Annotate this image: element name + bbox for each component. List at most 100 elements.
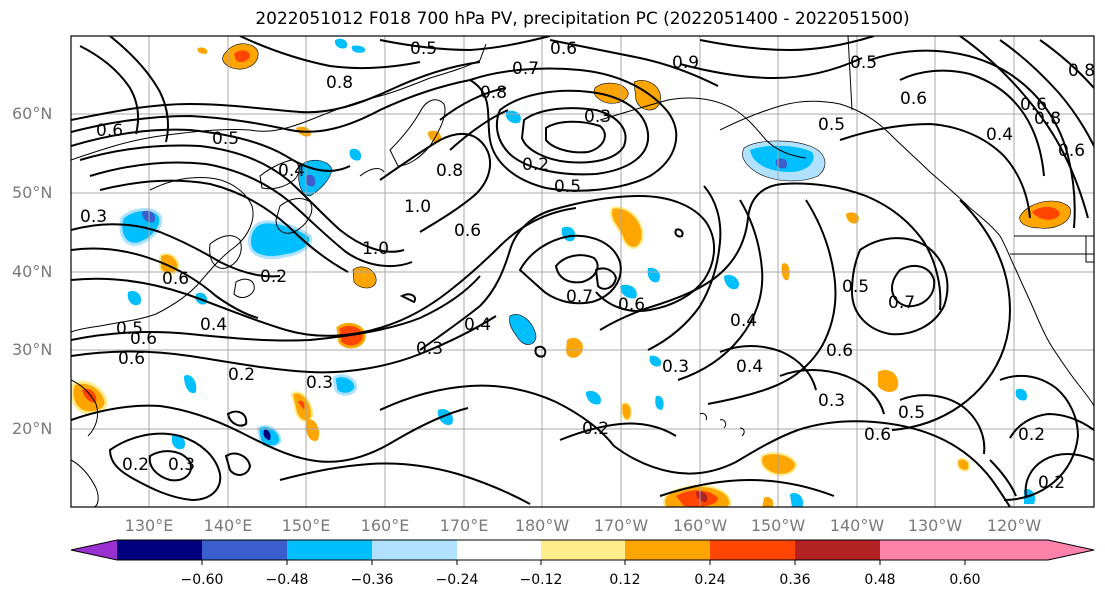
lon-label: 160°W (672, 516, 728, 535)
contour-label: 0.4 (736, 357, 763, 377)
colorbar-tick-label: 0.60 (949, 572, 981, 588)
contour-label: 0.3 (584, 107, 611, 127)
contour-label: 0.4 (278, 161, 305, 181)
contour-label: 0.4 (464, 315, 491, 335)
contour-label: 0.4 (200, 315, 227, 335)
lat-label-30n: 30°N (12, 340, 53, 359)
colorbar-tick-label: −0.12 (519, 572, 563, 588)
contour-label: 0.8 (480, 83, 507, 103)
colorbar-segment (880, 540, 965, 560)
contour-label: 0.2 (1018, 425, 1045, 445)
colorbar-ticks (201, 560, 966, 565)
contour-label: 0.8 (326, 73, 353, 93)
colorbar-segment (795, 540, 880, 560)
colorbar-tick-label: −0.24 (435, 572, 479, 588)
contour-label: 0.6 (130, 329, 157, 349)
contour-label: 0.6 (618, 295, 645, 315)
contour-label: 0.6 (900, 89, 927, 109)
colorbar-tick-label: 0.48 (864, 572, 896, 588)
contour-label: 0.3 (662, 357, 689, 377)
contour-label: 0.2 (582, 419, 609, 439)
colorbar-segment (457, 540, 541, 560)
colorbar-tick-label: 0.24 (694, 572, 726, 588)
lon-label: 150°W (750, 516, 806, 535)
contour-label: 0.3 (818, 391, 845, 411)
colorbar-tick-label: −0.36 (350, 572, 394, 588)
colorbar-outline (70, 539, 1095, 561)
contour-label: 0.4 (730, 311, 757, 331)
lon-label: 180°W (514, 516, 570, 535)
colorbar-segment (287, 540, 372, 560)
contour-label: 0.8 (436, 161, 463, 181)
lon-label: 170°W (593, 516, 649, 535)
contour-label: 0.5 (212, 129, 239, 149)
colorbar-segment (710, 540, 795, 560)
colorbar-extend-max (965, 540, 1094, 560)
precip-shading (71, 38, 1071, 507)
contour-label: 0.3 (168, 455, 195, 475)
pv-contours (71, 36, 1094, 507)
lon-label: 170°E (439, 516, 489, 535)
contour-label: 0.5 (898, 403, 925, 423)
map-title: 2022051012 F018 700 hPa PV, precipitatio… (255, 9, 910, 29)
contour-label: 0.6 (96, 121, 123, 141)
lon-label: 130°W (907, 516, 963, 535)
colorbar-tick-label: −0.48 (265, 572, 309, 588)
contour-label: 0.6 (864, 425, 891, 445)
lon-label: 120°W (986, 516, 1042, 535)
lon-label: 140°W (829, 516, 885, 535)
contour-label: 0.6 (454, 221, 481, 241)
lat-label-60n: 60°N (12, 104, 53, 123)
colorbar-tick-label: −0.60 (180, 572, 224, 588)
colorbar-segment (372, 540, 457, 560)
colorbar-tick-label: 0.12 (609, 572, 641, 588)
lat-label-50n: 50°N (12, 183, 53, 202)
colorbar-segment (541, 540, 625, 560)
contour-label: 0.6 (1058, 141, 1085, 161)
contour-label: 0.5 (842, 277, 869, 297)
contour-label: 0.3 (306, 373, 333, 393)
lon-label: 160°E (360, 516, 410, 535)
colorbar-segment (625, 540, 710, 560)
lon-label: 130°E (124, 516, 174, 535)
contour-label: 0.2 (522, 155, 549, 175)
contour-label: 0.7 (566, 287, 593, 307)
lon-label: 140°E (203, 516, 253, 535)
contour-label: 0.6 (162, 269, 189, 289)
map-frame (70, 35, 1095, 508)
contour-label: 1.0 (362, 239, 389, 259)
contour-label: 0.5 (410, 39, 437, 59)
colorbar-segment (117, 540, 202, 560)
colorbar (70, 539, 1095, 565)
colorbar-extend-min (71, 540, 117, 560)
lat-label-40n: 40°N (12, 262, 53, 281)
colorbar-segment (202, 540, 287, 560)
contour-label: 0.6 (1020, 95, 1047, 115)
contour-label: 0.7 (512, 59, 539, 79)
contour-label: 1.0 (404, 197, 431, 217)
contour-label: 0.3 (416, 339, 443, 359)
contour-label: 0.4 (986, 125, 1013, 145)
lon-label: 150°E (281, 516, 331, 535)
contour-label: 0.6 (826, 341, 853, 361)
contour-labels: 0.5 0.6 0.7 0.8 0.9 0.5 0.8 0.6 0.5 0.6 … (80, 39, 1095, 493)
contour-label: 0.2 (1038, 473, 1065, 493)
lat-label-20n: 20°N (12, 419, 53, 438)
contour-label: 0.5 (116, 319, 143, 339)
contour-label: 0.6 (118, 349, 145, 369)
contour-label: 0.2 (228, 365, 255, 385)
contour-label: 0.9 (672, 53, 699, 73)
coastlines (71, 36, 1094, 507)
contour-label: 0.3 (80, 207, 107, 227)
contour-label: 0.5 (818, 115, 845, 135)
contour-label: 0.6 (550, 39, 577, 59)
colorbar-tick-label: 0.36 (779, 572, 811, 588)
contour-label: 0.5 (850, 53, 877, 73)
contour-label: 0.5 (554, 177, 581, 197)
contour-label: 0.2 (260, 267, 287, 287)
contour-label: 0.8 (1034, 109, 1061, 129)
contour-label: 0.7 (888, 293, 915, 313)
contour-label: 0.2 (122, 455, 149, 475)
contour-label: 0.8 (1068, 61, 1095, 81)
